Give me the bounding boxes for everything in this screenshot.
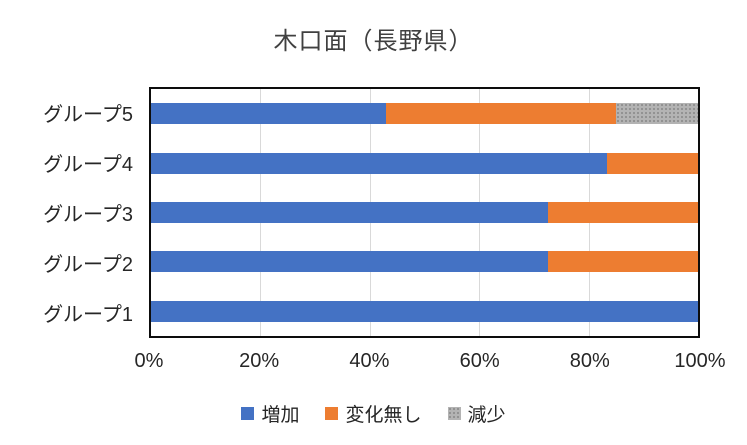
y-axis-label: グループ1 — [43, 304, 133, 327]
bar-segment-増加 — [151, 103, 387, 125]
stacked-bar — [151, 300, 698, 322]
legend: 増加 変化無し 減少 — [0, 400, 747, 427]
stacked-bar — [151, 202, 698, 224]
stacked-bar — [151, 103, 698, 125]
legend-swatch-icon — [447, 407, 461, 420]
y-axis-label: グループ4 — [43, 153, 133, 176]
x-axis-tick-label: 60% — [459, 350, 500, 372]
bar-segment-増加 — [151, 152, 607, 174]
bar-rows — [151, 89, 698, 336]
y-axis-label: グループ3 — [43, 204, 133, 226]
bar-segment-増加 — [151, 251, 548, 273]
legend-swatch-icon — [325, 407, 339, 420]
bar-segment-変化無し — [606, 152, 698, 174]
bar-row — [151, 188, 698, 237]
bar-row — [151, 138, 698, 187]
chart-title: 木口面（長野県） — [273, 28, 474, 55]
y-axis-label: グループ5 — [43, 103, 133, 126]
bar-segment-減少 — [615, 103, 698, 125]
x-axis-labels: 0% 20% 40% 60% 80% 100% — [135, 350, 726, 376]
bar-row — [151, 89, 698, 138]
legend-item: 変化無し — [325, 400, 422, 427]
x-axis-tick-label: 100% — [674, 350, 726, 372]
bar-row — [151, 287, 698, 336]
x-axis-tick-label: 80% — [569, 350, 610, 372]
bar-segment-変化無し — [386, 103, 616, 125]
x-axis-tick-label: 0% — [134, 350, 164, 372]
y-axis-labels: グループ5 グループ4 グループ3 グループ2 グループ1 — [0, 87, 141, 338]
bar-segment-変化無し — [547, 251, 698, 273]
legend-swatch-icon — [241, 407, 255, 420]
plot-area — [149, 87, 700, 338]
x-axis-tick-label: 20% — [239, 350, 280, 372]
legend-label: 減少 — [467, 405, 506, 426]
legend-item: 増加 — [241, 400, 299, 427]
bar-row — [151, 237, 698, 286]
x-axis-tick-label: 40% — [349, 350, 390, 372]
stacked-bar — [151, 152, 698, 174]
bar-segment-変化無し — [547, 202, 698, 224]
y-axis-label: グループ2 — [43, 254, 133, 277]
legend-label: 増加 — [261, 405, 300, 426]
bar-segment-増加 — [151, 300, 698, 322]
legend-item: 減少 — [447, 400, 506, 427]
legend-label: 変化無し — [345, 405, 422, 426]
stacked-bar — [151, 251, 698, 273]
bar-segment-増加 — [151, 202, 548, 224]
